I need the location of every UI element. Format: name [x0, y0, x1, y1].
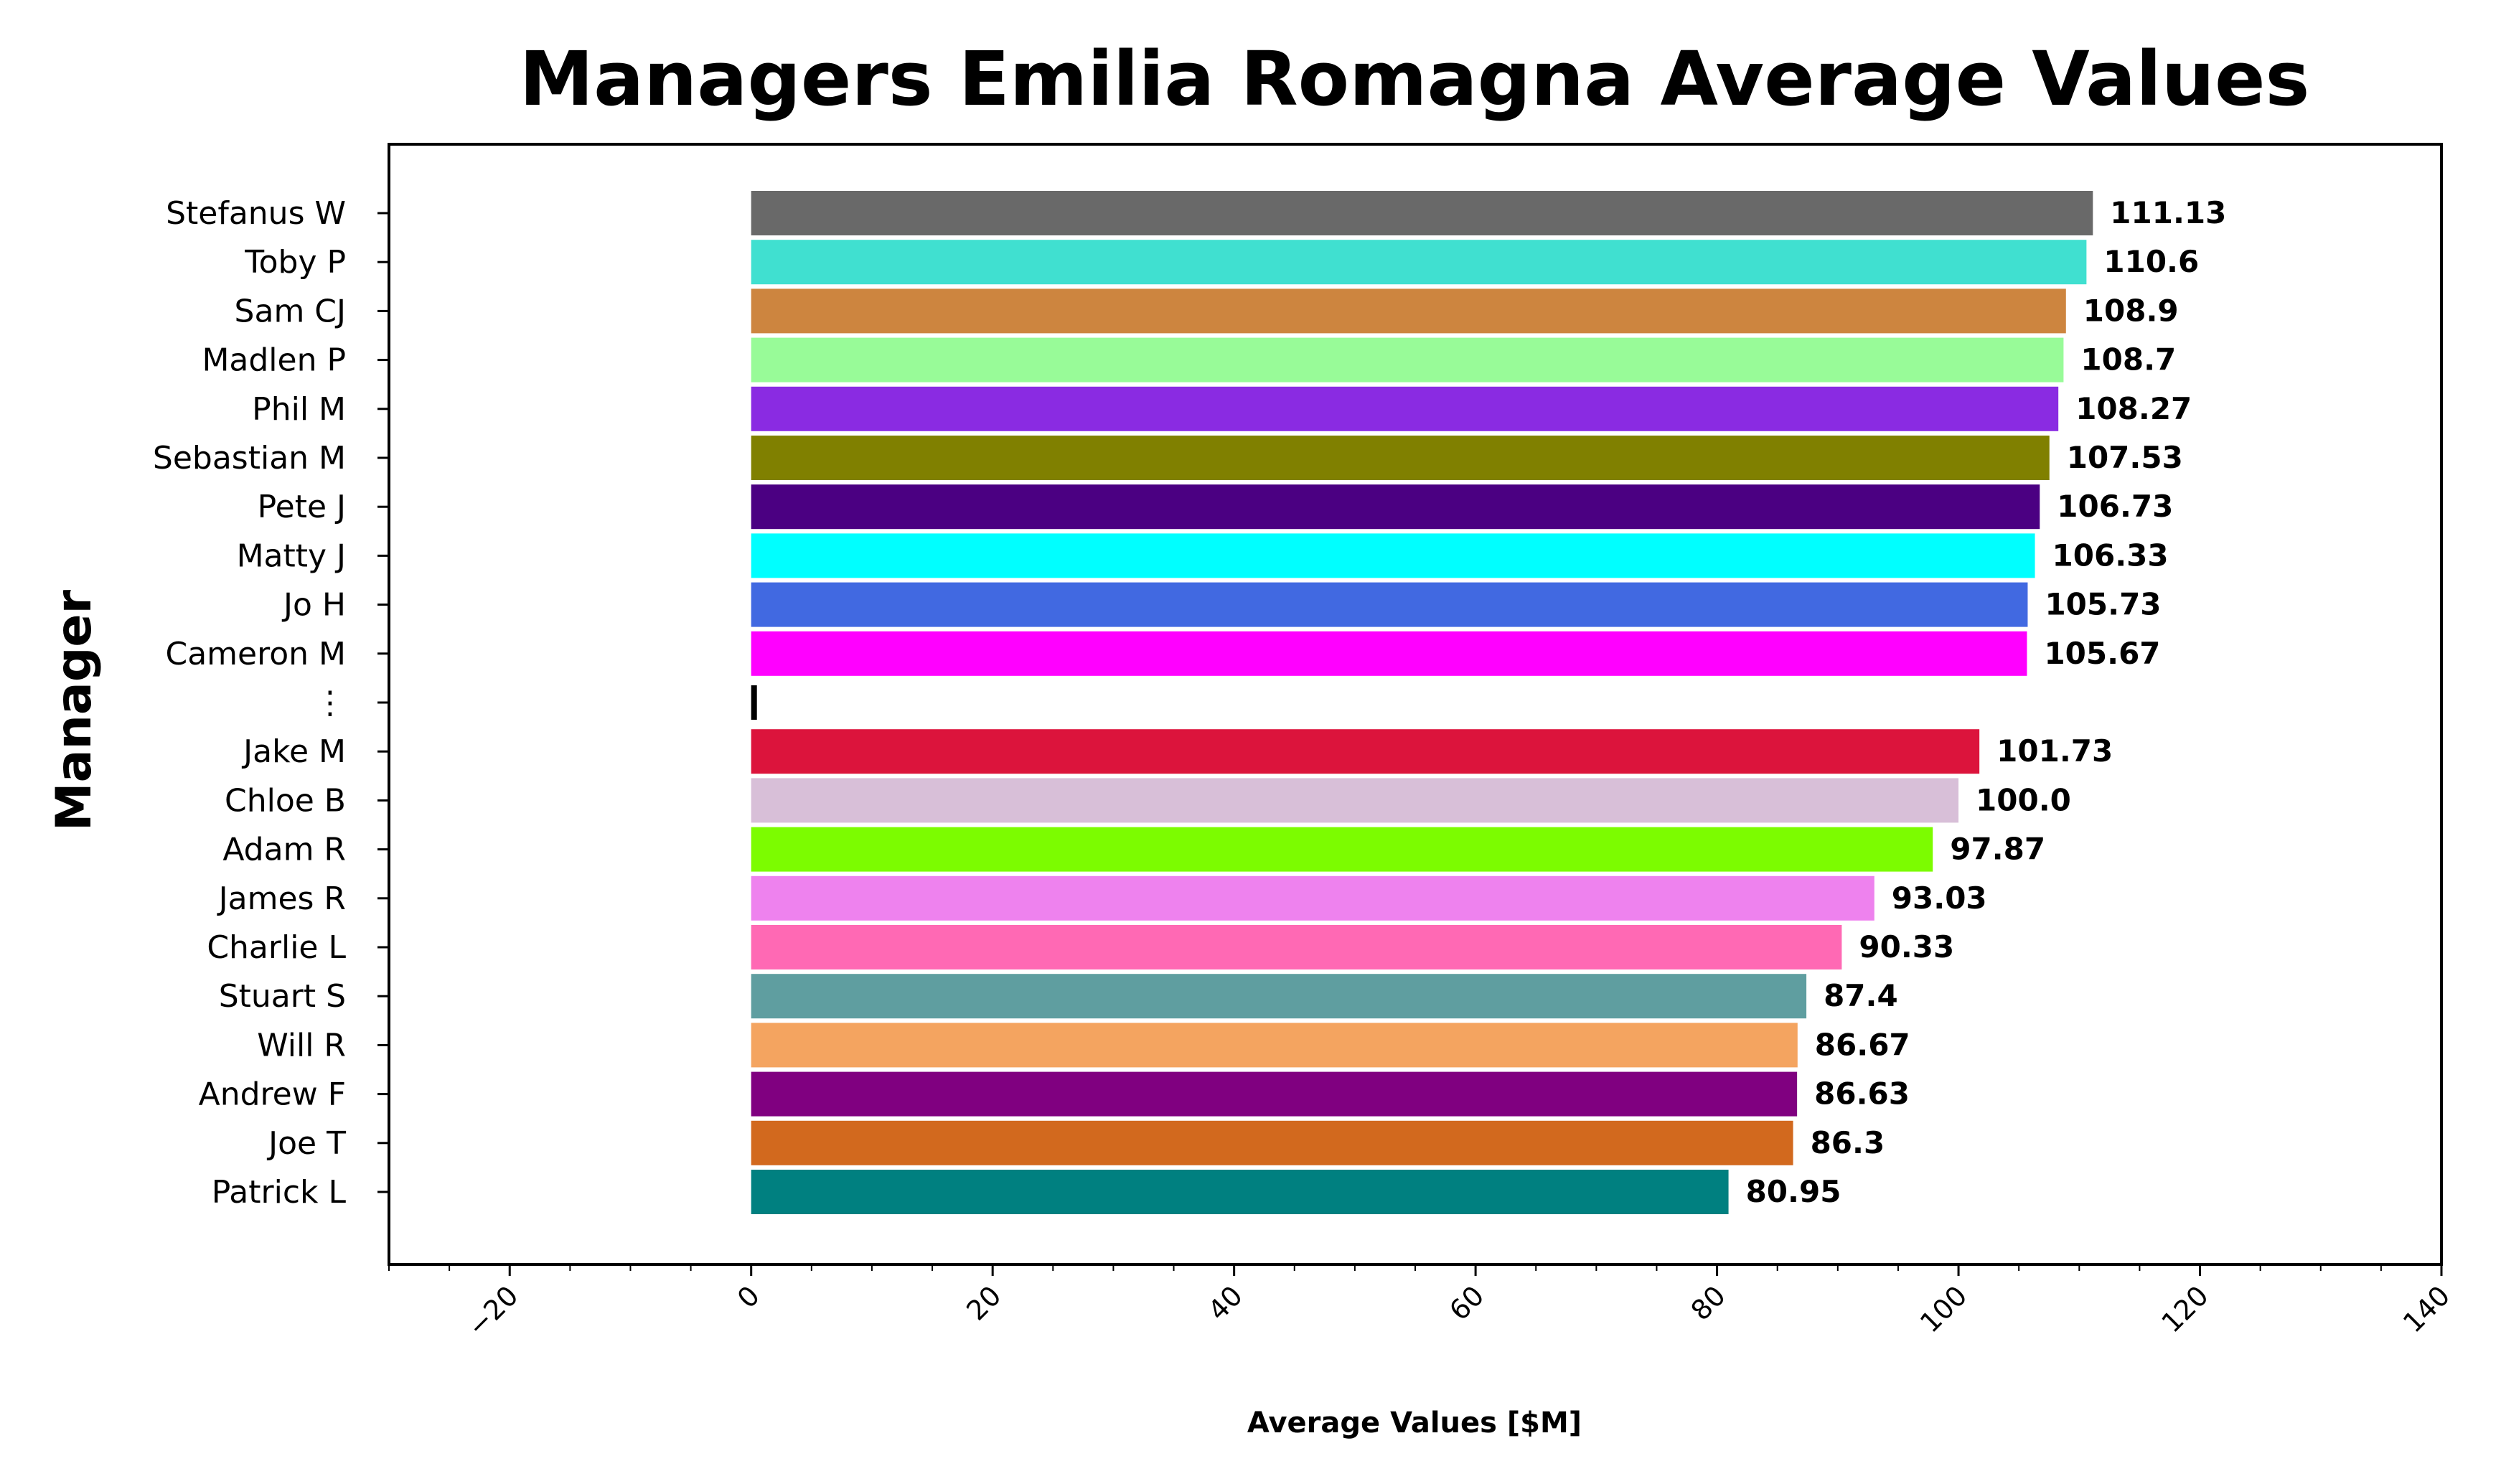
y-tick-label: Chloe B — [225, 782, 346, 819]
bar-andrew-f — [751, 1071, 1798, 1117]
y-tick-label: Jo H — [281, 587, 346, 624]
bar-joe-t — [751, 1120, 1793, 1165]
x-tick-label: 60 — [1443, 1279, 1490, 1326]
bar-charlie-l — [751, 925, 1842, 969]
y-tick-label: Sebastian M — [153, 440, 346, 476]
y-tick-label: Will R — [257, 1027, 346, 1063]
x-tick-label: 0 — [731, 1279, 766, 1314]
y-tick-label: James R — [217, 880, 346, 917]
data-label: 108.9 — [2083, 293, 2179, 328]
gap-marker — [751, 685, 757, 720]
bar-will-r — [751, 1023, 1798, 1068]
data-label: 105.73 — [2045, 587, 2161, 622]
y-tick-label: Phil M — [252, 391, 346, 428]
data-label: 107.53 — [2067, 440, 2183, 475]
x-axis-label: Average Values [$M] — [1247, 1406, 1582, 1440]
y-tick-label: Charlie L — [207, 929, 346, 966]
bar-jo-h — [751, 582, 2028, 627]
x-tick-label: 140 — [2397, 1279, 2456, 1338]
data-label: 97.87 — [1950, 832, 2045, 867]
bar-madlen-p — [751, 337, 2064, 382]
y-tick-label: Pete J — [258, 489, 346, 525]
y-tick-label: Cameron M — [166, 636, 347, 672]
x-tick-label: 20 — [960, 1279, 1007, 1326]
x-tick-label: 80 — [1685, 1279, 1732, 1326]
y-axis-label: Manager — [46, 589, 103, 831]
plot-area: Stefanus W 111.13 Toby P 110.6 Sam CJ 108.9 Ma… — [153, 191, 2456, 1343]
y-tick-label: Stuart S — [219, 978, 346, 1015]
data-label: 105.67 — [2044, 636, 2160, 671]
data-label: 108.27 — [2075, 391, 2192, 426]
y-tick-label: Joe T — [266, 1125, 346, 1162]
bar-patrick-l — [751, 1170, 1729, 1214]
data-label: 111.13 — [2110, 195, 2226, 230]
data-label: 108.7 — [2080, 342, 2176, 377]
data-label: 106.33 — [2052, 537, 2169, 573]
bar-matty-j — [751, 533, 2035, 578]
data-label: 110.6 — [2103, 244, 2199, 279]
bar-sam-cj — [751, 288, 2066, 334]
y-tick-label: Patrick L — [212, 1174, 347, 1211]
bar-stuart-s — [751, 974, 1807, 1019]
data-label: 93.03 — [1892, 880, 1987, 916]
bar-james-r — [751, 875, 1874, 921]
data-label: 90.33 — [1859, 929, 1954, 964]
y-tick-label: Andrew F — [199, 1076, 346, 1113]
data-label: 87.4 — [1824, 978, 1898, 1013]
bar-jake-m — [751, 729, 1980, 774]
data-label: 101.73 — [1996, 733, 2113, 769]
y-tick-label: ⋮ — [314, 685, 346, 721]
x-tick-label: 100 — [1914, 1279, 1973, 1338]
data-label: 86.63 — [1814, 1076, 1910, 1112]
bar-cameron-m — [751, 631, 2027, 676]
y-tick-label: Madlen P — [202, 342, 346, 379]
x-tick-label: 40 — [1202, 1279, 1249, 1326]
bar-sebastian-m — [751, 436, 2050, 480]
bar-adam-r — [751, 827, 1933, 872]
bar-phil-m — [751, 386, 2059, 431]
data-label: 80.95 — [1746, 1174, 1841, 1209]
bar-stefanus-w — [751, 191, 2093, 235]
y-tick-label: Sam CJ — [235, 293, 346, 329]
plot-frame — [388, 143, 2443, 1266]
y-tick-label: Matty J — [237, 537, 346, 574]
y-tick-label: Toby P — [244, 244, 346, 281]
x-tick-label: −20 — [461, 1279, 525, 1343]
data-label: 86.3 — [1811, 1125, 1885, 1160]
data-label: 106.73 — [2057, 489, 2173, 524]
y-tick-label: Adam R — [222, 832, 346, 868]
x-tick-label: 120 — [2155, 1279, 2214, 1338]
bar-chloe-b — [751, 778, 1959, 823]
y-tick-label: Jake M — [241, 733, 346, 770]
chart-title: Managers Emilia Romagna Average Values — [520, 35, 2310, 123]
bar-toby-p — [751, 240, 2087, 285]
data-label: 100.0 — [1976, 782, 2071, 817]
bar-pete-j — [751, 484, 2040, 530]
data-label: 86.67 — [1815, 1027, 1910, 1062]
y-tick-label: Stefanus W — [166, 195, 346, 232]
